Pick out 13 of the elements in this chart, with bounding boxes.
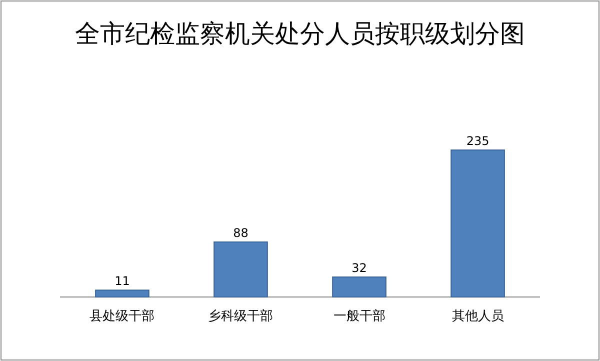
data-label: 11 bbox=[114, 274, 130, 288]
bar bbox=[214, 241, 268, 298]
x-tick-label: 乡科级干部 bbox=[208, 309, 274, 324]
data-label: 88 bbox=[233, 226, 248, 240]
data-label: 32 bbox=[352, 260, 367, 275]
bar bbox=[332, 276, 386, 298]
data-label: 235 bbox=[466, 134, 490, 148]
x-tick-label: 一般干部 bbox=[333, 309, 386, 324]
x-tick-label: 其他人员 bbox=[452, 309, 504, 324]
x-tick-label: 县处级干部 bbox=[90, 309, 155, 324]
bar bbox=[95, 290, 150, 298]
chart-title: 全市纪检监察机关处分人员按职级划分图 bbox=[75, 19, 525, 48]
bar bbox=[450, 150, 505, 298]
